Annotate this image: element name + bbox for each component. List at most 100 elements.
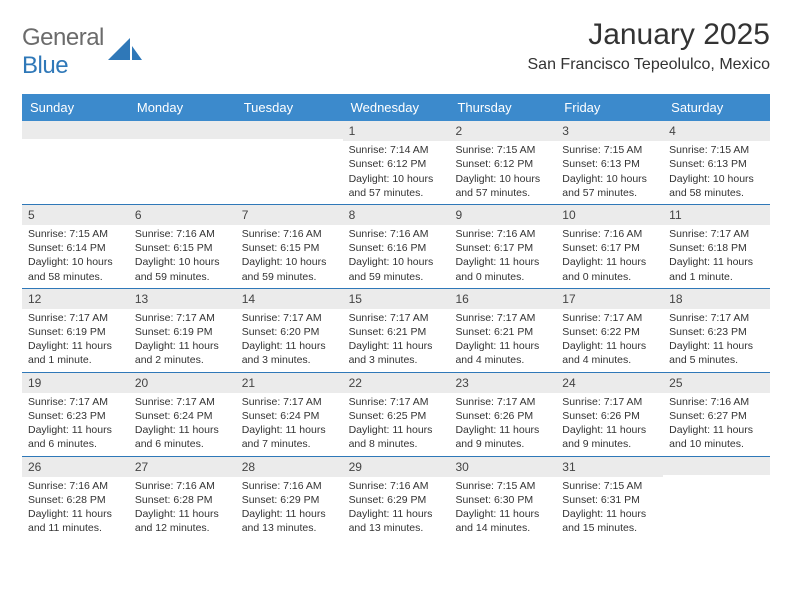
weekday-tuesday: Tuesday — [236, 94, 343, 121]
day-number-band: 1 — [343, 121, 450, 141]
day-body: Sunrise: 7:15 AMSunset: 6:13 PMDaylight:… — [663, 141, 770, 204]
sunset-line: Sunset: 6:31 PM — [562, 493, 657, 507]
daylight-line: Daylight: 11 hours and 6 minutes. — [135, 423, 230, 451]
title-block: January 2025 San Francisco Tepeolulco, M… — [528, 18, 771, 74]
day-body: Sunrise: 7:17 AMSunset: 6:26 PMDaylight:… — [556, 393, 663, 456]
sunrise-line: Sunrise: 7:16 AM — [135, 227, 230, 241]
sunrise-line: Sunrise: 7:17 AM — [455, 311, 550, 325]
day-number-band: 13 — [129, 289, 236, 309]
day-cell-23: 23Sunrise: 7:17 AMSunset: 6:26 PMDayligh… — [449, 373, 556, 456]
weekday-thursday: Thursday — [449, 94, 556, 121]
sunrise-line: Sunrise: 7:17 AM — [455, 395, 550, 409]
sunset-line: Sunset: 6:23 PM — [28, 409, 123, 423]
sunset-line: Sunset: 6:29 PM — [349, 493, 444, 507]
day-cell-28: 28Sunrise: 7:16 AMSunset: 6:29 PMDayligh… — [236, 457, 343, 540]
day-body: Sunrise: 7:16 AMSunset: 6:28 PMDaylight:… — [22, 477, 129, 540]
sunrise-line: Sunrise: 7:16 AM — [349, 479, 444, 493]
day-number-band: 3 — [556, 121, 663, 141]
sunrise-line: Sunrise: 7:16 AM — [455, 227, 550, 241]
day-number-band: 25 — [663, 373, 770, 393]
daylight-line: Daylight: 11 hours and 12 minutes. — [135, 507, 230, 535]
sunrise-line: Sunrise: 7:17 AM — [349, 311, 444, 325]
day-body: Sunrise: 7:17 AMSunset: 6:26 PMDaylight:… — [449, 393, 556, 456]
daylight-line: Daylight: 11 hours and 1 minute. — [28, 339, 123, 367]
day-cell-empty — [129, 121, 236, 204]
day-number-band: 4 — [663, 121, 770, 141]
day-number-band: 30 — [449, 457, 556, 477]
daylight-line: Daylight: 11 hours and 13 minutes. — [349, 507, 444, 535]
daylight-line: Daylight: 10 hours and 57 minutes. — [455, 172, 550, 200]
sunset-line: Sunset: 6:27 PM — [669, 409, 764, 423]
week-row: 1Sunrise: 7:14 AMSunset: 6:12 PMDaylight… — [22, 121, 770, 205]
daylight-line: Daylight: 11 hours and 15 minutes. — [562, 507, 657, 535]
day-cell-5: 5Sunrise: 7:15 AMSunset: 6:14 PMDaylight… — [22, 205, 129, 288]
day-cell-empty — [236, 121, 343, 204]
day-number-band: 28 — [236, 457, 343, 477]
day-body: Sunrise: 7:16 AMSunset: 6:15 PMDaylight:… — [236, 225, 343, 288]
day-number-band: 5 — [22, 205, 129, 225]
sunrise-line: Sunrise: 7:17 AM — [669, 227, 764, 241]
logo-text: General Blue — [22, 24, 104, 80]
day-body: Sunrise: 7:16 AMSunset: 6:15 PMDaylight:… — [129, 225, 236, 288]
daylight-line: Daylight: 11 hours and 5 minutes. — [669, 339, 764, 367]
sunrise-line: Sunrise: 7:16 AM — [349, 227, 444, 241]
week-row: 12Sunrise: 7:17 AMSunset: 6:19 PMDayligh… — [22, 289, 770, 373]
day-number-band: 9 — [449, 205, 556, 225]
day-number-band — [129, 121, 236, 139]
day-cell-12: 12Sunrise: 7:17 AMSunset: 6:19 PMDayligh… — [22, 289, 129, 372]
day-cell-empty — [663, 457, 770, 540]
sunset-line: Sunset: 6:16 PM — [349, 241, 444, 255]
sunrise-line: Sunrise: 7:17 AM — [669, 311, 764, 325]
daylight-line: Daylight: 11 hours and 10 minutes. — [669, 423, 764, 451]
day-body: Sunrise: 7:17 AMSunset: 6:22 PMDaylight:… — [556, 309, 663, 372]
day-body: Sunrise: 7:16 AMSunset: 6:16 PMDaylight:… — [343, 225, 450, 288]
day-body: Sunrise: 7:17 AMSunset: 6:18 PMDaylight:… — [663, 225, 770, 288]
day-cell-25: 25Sunrise: 7:16 AMSunset: 6:27 PMDayligh… — [663, 373, 770, 456]
weekday-sunday: Sunday — [22, 94, 129, 121]
day-body: Sunrise: 7:17 AMSunset: 6:24 PMDaylight:… — [236, 393, 343, 456]
weekday-monday: Monday — [129, 94, 236, 121]
sunset-line: Sunset: 6:21 PM — [455, 325, 550, 339]
daylight-line: Daylight: 11 hours and 3 minutes. — [349, 339, 444, 367]
sunrise-line: Sunrise: 7:15 AM — [455, 143, 550, 157]
day-body: Sunrise: 7:15 AMSunset: 6:12 PMDaylight:… — [449, 141, 556, 204]
sunset-line: Sunset: 6:18 PM — [669, 241, 764, 255]
daylight-line: Daylight: 11 hours and 2 minutes. — [135, 339, 230, 367]
sunset-line: Sunset: 6:28 PM — [135, 493, 230, 507]
day-number-band: 14 — [236, 289, 343, 309]
day-number-band: 18 — [663, 289, 770, 309]
day-number-band: 12 — [22, 289, 129, 309]
day-cell-empty — [22, 121, 129, 204]
sunset-line: Sunset: 6:26 PM — [455, 409, 550, 423]
week-row: 26Sunrise: 7:16 AMSunset: 6:28 PMDayligh… — [22, 457, 770, 540]
sunrise-line: Sunrise: 7:14 AM — [349, 143, 444, 157]
sunrise-line: Sunrise: 7:17 AM — [28, 395, 123, 409]
day-cell-22: 22Sunrise: 7:17 AMSunset: 6:25 PMDayligh… — [343, 373, 450, 456]
day-number-band: 26 — [22, 457, 129, 477]
daylight-line: Daylight: 11 hours and 3 minutes. — [242, 339, 337, 367]
sunset-line: Sunset: 6:23 PM — [669, 325, 764, 339]
daylight-line: Daylight: 11 hours and 8 minutes. — [349, 423, 444, 451]
day-body: Sunrise: 7:15 AMSunset: 6:14 PMDaylight:… — [22, 225, 129, 288]
day-cell-29: 29Sunrise: 7:16 AMSunset: 6:29 PMDayligh… — [343, 457, 450, 540]
day-number-band: 10 — [556, 205, 663, 225]
day-cell-6: 6Sunrise: 7:16 AMSunset: 6:15 PMDaylight… — [129, 205, 236, 288]
sunrise-line: Sunrise: 7:16 AM — [562, 227, 657, 241]
daylight-line: Daylight: 11 hours and 7 minutes. — [242, 423, 337, 451]
sunset-line: Sunset: 6:20 PM — [242, 325, 337, 339]
day-body: Sunrise: 7:16 AMSunset: 6:17 PMDaylight:… — [556, 225, 663, 288]
sunrise-line: Sunrise: 7:16 AM — [242, 227, 337, 241]
logo: General Blue — [22, 24, 142, 80]
daylight-line: Daylight: 10 hours and 57 minutes. — [562, 172, 657, 200]
daylight-line: Daylight: 10 hours and 59 minutes. — [135, 255, 230, 283]
day-cell-4: 4Sunrise: 7:15 AMSunset: 6:13 PMDaylight… — [663, 121, 770, 204]
sunset-line: Sunset: 6:29 PM — [242, 493, 337, 507]
daylight-line: Daylight: 11 hours and 1 minute. — [669, 255, 764, 283]
sunrise-line: Sunrise: 7:15 AM — [562, 479, 657, 493]
sunset-line: Sunset: 6:14 PM — [28, 241, 123, 255]
sunrise-line: Sunrise: 7:17 AM — [28, 311, 123, 325]
day-number-band: 21 — [236, 373, 343, 393]
day-number-band: 24 — [556, 373, 663, 393]
daylight-line: Daylight: 11 hours and 11 minutes. — [28, 507, 123, 535]
sunrise-line: Sunrise: 7:16 AM — [135, 479, 230, 493]
